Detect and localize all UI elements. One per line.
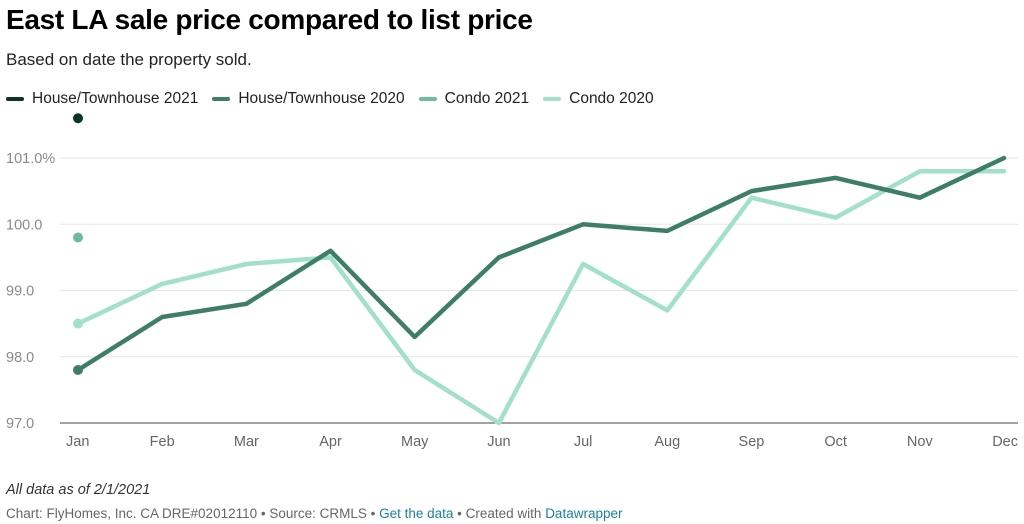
legend-swatch-house-2020	[212, 97, 231, 101]
legend-label-condo-2021: Condo 2021	[444, 90, 530, 107]
x-tick-label: Nov	[907, 434, 934, 450]
series-point-house-2021	[73, 113, 83, 124]
legend-item-condo-2021: Condo 2021	[418, 90, 530, 108]
x-tick-label: Aug	[654, 434, 680, 450]
chart-title: East LA sale price compared to list pric…	[6, 4, 533, 35]
y-tick-label: 100.0	[6, 217, 42, 233]
legend-swatch-house-2021	[6, 97, 24, 101]
legend-item-house-2021: House/Townhouse 2021	[6, 90, 198, 108]
x-tick-label: Mar	[234, 434, 259, 450]
series-line-condo-2020	[75, 169, 1007, 426]
y-tick-label: 99.0	[6, 284, 34, 300]
get-the-data-link[interactable]: Get the data	[379, 506, 454, 521]
chart-subtitle: Based on date the property sold.	[6, 50, 252, 69]
legend-swatch-condo-2021	[418, 97, 437, 101]
footer-created-with: • Created with	[453, 506, 546, 521]
legend-label-condo-2020: Condo 2020	[569, 90, 654, 107]
x-tick-label: Jun	[487, 434, 510, 450]
x-tick-label: Jul	[574, 434, 593, 450]
series-line-house-2020	[75, 155, 1007, 373]
footer-credit: Chart: FlyHomes, Inc. CA DRE#02012110 • …	[6, 506, 380, 521]
y-tick-label: 97.0	[6, 416, 34, 432]
data-note: All data as of 2/1/2021	[6, 482, 151, 498]
x-tick-label: Sep	[739, 434, 765, 450]
datawrapper-link[interactable]: Datawrapper	[545, 506, 623, 521]
legend-label-house-2020: House/Townhouse 2020	[238, 90, 405, 107]
series-start-point-house-2020	[73, 365, 83, 375]
series-point-condo-2021	[73, 232, 83, 243]
line-chart: 97.0 98.0 99.0 100.0 101.0% Jan Feb Mar Apr May Ju…	[6, 113, 1018, 450]
legend-label-house-2021: House/Townhouse 2021	[32, 90, 199, 107]
series-start-point-condo-2020	[73, 318, 83, 329]
chart-footer: Chart: FlyHomes, Inc. CA DRE#02012110 • …	[6, 506, 622, 521]
x-tick-label: Dec	[992, 434, 1018, 450]
x-tick-label: Feb	[150, 434, 175, 450]
x-tick-label: May	[401, 434, 429, 450]
x-tick-label: Apr	[319, 434, 342, 450]
x-tick-label: Jan	[66, 434, 89, 450]
chart-legend: House/Townhouse 2021 House/Townhouse 202…	[6, 90, 668, 108]
y-tick-label: 101.0%	[6, 151, 55, 167]
x-tick-label: Oct	[824, 434, 847, 450]
legend-item-house-2020: House/Townhouse 2020	[212, 90, 405, 108]
legend-swatch-condo-2020	[543, 97, 562, 101]
legend-item-condo-2020: Condo 2020	[543, 90, 654, 108]
y-tick-label: 98.0	[6, 350, 34, 366]
